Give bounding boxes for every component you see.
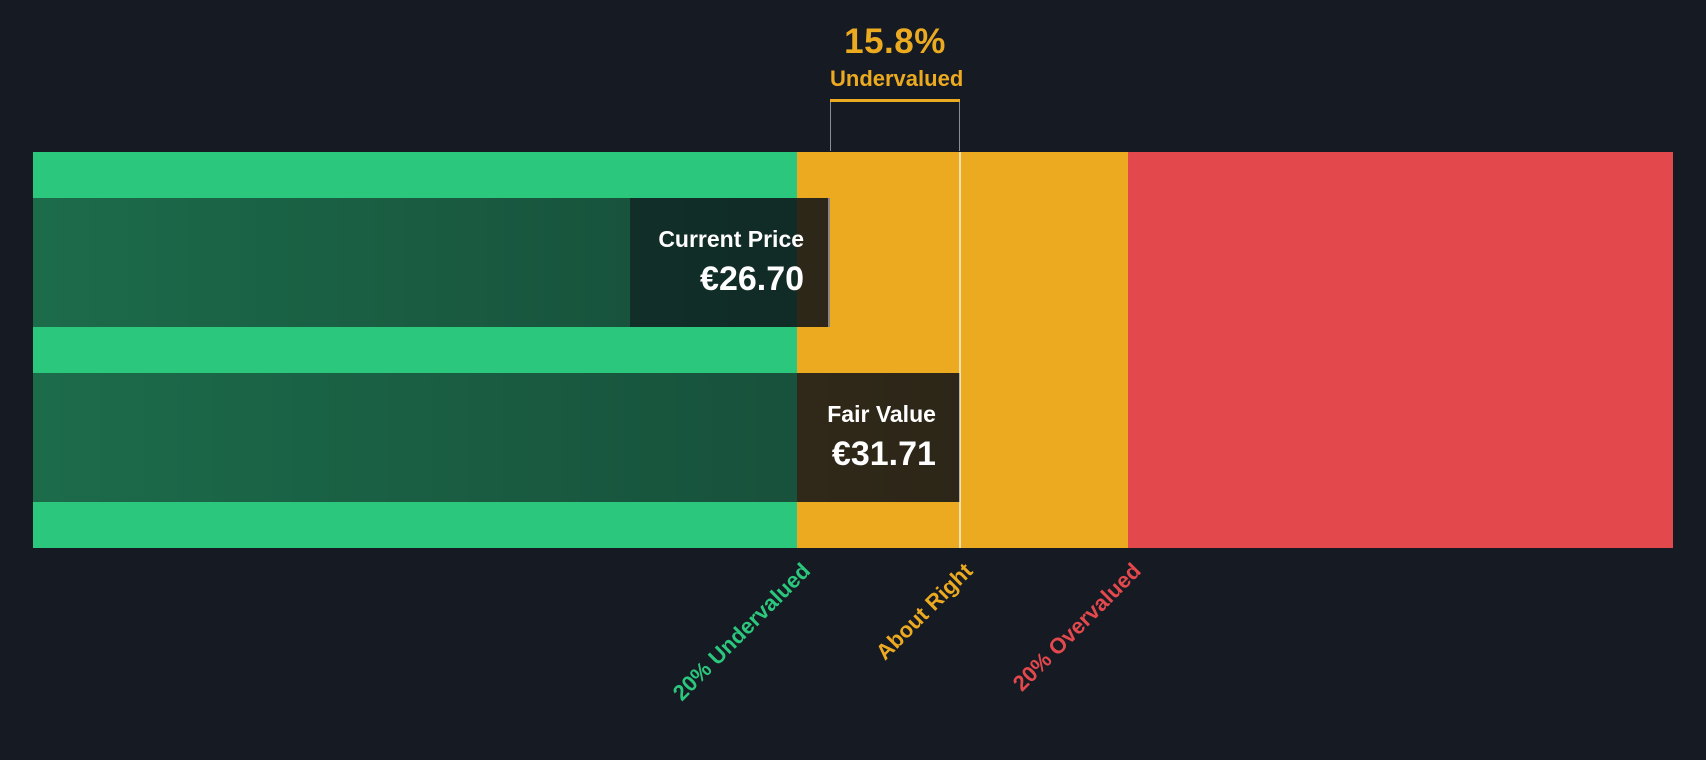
discount-status-label: Undervalued [830,66,964,91]
annotation-underline [830,99,960,102]
tick-label-20-overvalued: 20% Overvalued [1007,558,1146,696]
fair-value-title: Fair Value [827,401,936,427]
current-price-bar: Current Price €26.70 [33,198,831,327]
current-price-title: Current Price [658,226,805,252]
current-price-label-box: Current Price €26.70 [630,198,831,327]
valuation-band: Current Price €26.70 Fair Value €31.71 [33,152,1673,548]
discount-bracket [830,102,960,151]
fair-value-bar: Fair Value €31.71 [33,373,960,502]
tick-label-about-right: About Right [870,558,978,665]
fair-value-label-box: Fair Value €31.71 [796,373,960,502]
tick-label-20-undervalued: 20% Undervalued [667,558,815,706]
fair-value-marker-line [958,152,961,548]
discount-annotation: 15.8% Undervalued [830,22,964,151]
zone-20-overvalued [1128,152,1673,548]
fair-value-value: €31.71 [831,435,936,473]
discount-percent: 15.8% [844,22,946,61]
current-price-value: €26.70 [700,260,805,298]
axis-labels: 20% Undervalued About Right 20% Overvalu… [33,558,1673,738]
